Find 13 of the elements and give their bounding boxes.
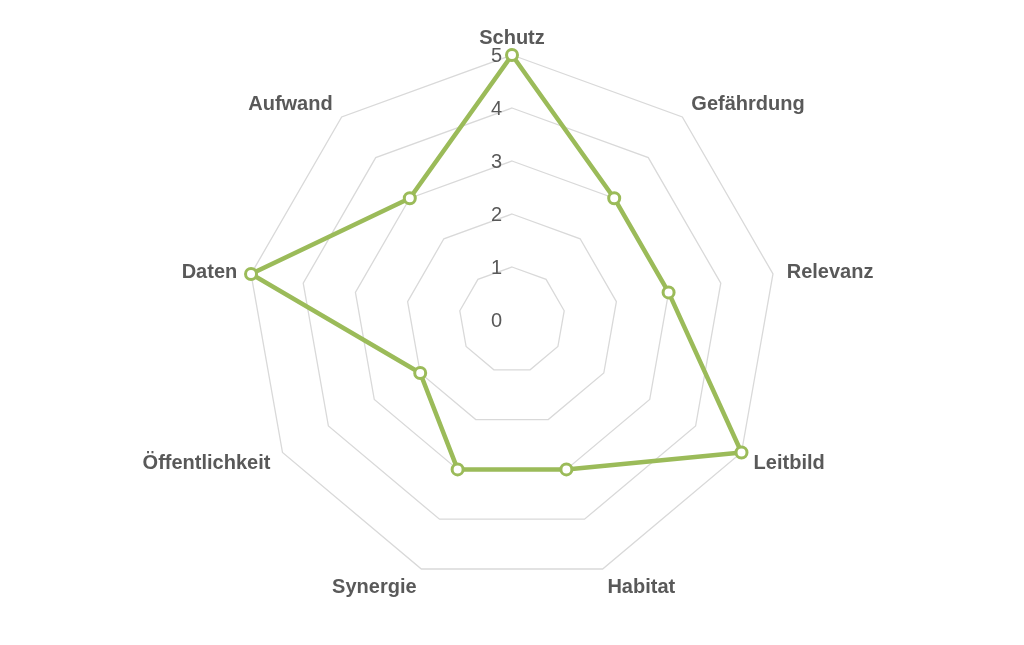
y-tick-label: 1 <box>490 256 502 278</box>
y-tick-label: 4 <box>490 97 502 119</box>
y-tick-label: 0 <box>490 309 502 331</box>
spoke-label: Synergie <box>332 574 417 597</box>
spoke-label: Daten <box>181 259 238 282</box>
spoke-label: Habitat <box>607 574 676 597</box>
spoke-label: Öffentlichkeit <box>142 450 271 473</box>
y-tick-label: 2 <box>490 203 502 225</box>
spoke-label: Leitbild <box>753 450 825 473</box>
spoke-label: Relevanz <box>786 259 874 282</box>
spoke-label: Aufwand <box>248 92 333 115</box>
y-tick-label: 3 <box>490 150 502 172</box>
spoke-label: Gefährdung <box>691 92 805 115</box>
